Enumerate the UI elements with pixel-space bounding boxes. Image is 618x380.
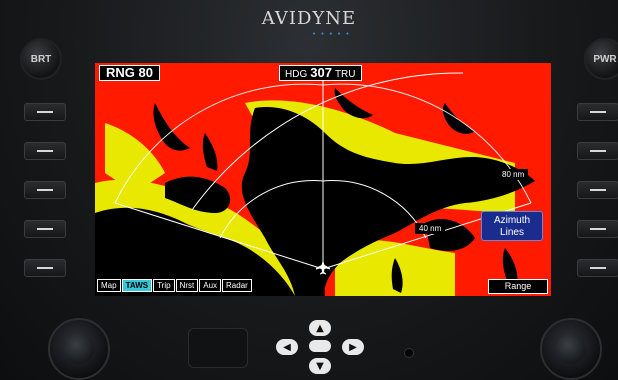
aircraft-icon [316,260,330,275]
left-arrow-icon[interactable]: ◀ [276,339,298,355]
heading-indicator: HDG 307 TRU [279,65,362,81]
center-enter-button[interactable] [309,340,331,352]
tab-nrst[interactable]: Nrst [175,279,199,292]
brightness-button[interactable]: BRT [20,38,62,80]
tab-trip[interactable]: Trip [153,279,175,292]
right-soft-key-3[interactable] [577,181,618,199]
right-soft-key-4[interactable] [577,220,618,238]
power-button[interactable]: PWR [584,38,618,80]
taws-map-screen: RNG 80 HDG 307 TRU 80 nm 40 nm Azimuth Lin… [95,63,551,296]
heading-prefix: HDG [285,69,308,80]
ring-label-outer: 80 nm [498,169,529,180]
right-soft-key-2[interactable] [577,142,618,160]
joystick-pad: ▲ ▼ ◀ ▶ [270,320,370,376]
azimuth-lines-button[interactable]: Azimuth Lines [481,211,543,241]
right-soft-key-5[interactable] [577,259,618,277]
tab-radar[interactable]: Radar [222,279,252,292]
range-indicator: RNG 80 [99,65,160,81]
left-soft-key-3[interactable] [24,181,66,199]
terrain-map [95,63,551,296]
range-button[interactable]: Range [488,279,548,294]
logo-dots-decoration: • • • • • [312,30,351,38]
left-concentric-knob[interactable] [48,318,110,380]
tab-map[interactable]: Map [97,279,121,292]
tab-taws[interactable]: TAWS [121,279,153,292]
up-arrow-icon[interactable]: ▲ [309,320,331,336]
brand-logo: AVIDYNE [261,8,357,29]
page-tabs: Map TAWS Trip Nrst Aux Radar [97,279,253,292]
right-arrow-icon[interactable]: ▶ [342,339,364,355]
tab-aux[interactable]: Aux [199,279,222,292]
left-soft-key-4[interactable] [24,220,66,238]
left-soft-key-2[interactable] [24,142,66,160]
left-soft-key-5[interactable] [24,259,66,277]
down-arrow-icon[interactable]: ▼ [309,358,331,374]
heading-value: 307 [310,65,332,80]
right-concentric-knob[interactable] [540,318,602,380]
left-soft-key-1[interactable] [24,103,66,121]
ring-label-inner: 40 nm [415,223,446,234]
card-slot [188,328,248,368]
right-soft-key-1[interactable] [577,103,618,121]
light-sensor [404,348,414,358]
heading-suffix: TRU [334,69,356,80]
